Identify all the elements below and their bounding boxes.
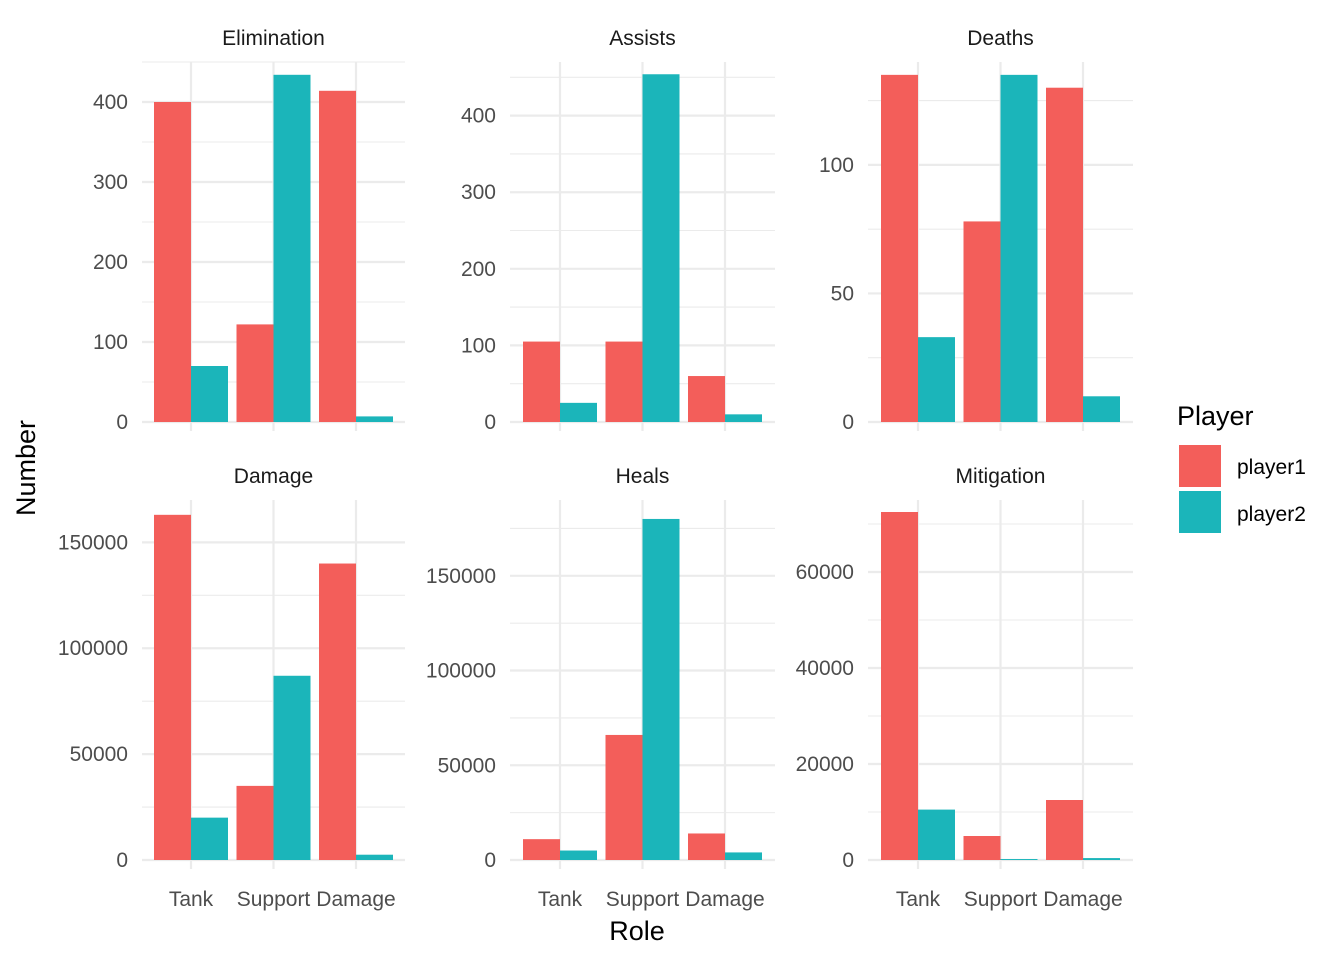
x-tick-label: Damage [316, 888, 395, 911]
panel-title-assists: Assists [609, 27, 676, 50]
y-tick-label: 50000 [438, 754, 496, 777]
y-tick-label: 100 [461, 334, 496, 357]
y-tick-label: 50 [831, 282, 854, 305]
panel-assists: Assists 0 100 200 300 400 [461, 27, 775, 434]
y-tick-label: 0 [842, 411, 854, 434]
panel-title-damage: Damage [234, 465, 313, 488]
bar-damage-player2-damage [356, 854, 393, 860]
bar-heals-player2-tank [560, 850, 597, 860]
y-tick-label: 40000 [796, 657, 854, 680]
y-tick-label: 0 [116, 411, 128, 434]
y-tick-label: 0 [842, 849, 854, 872]
panel-heals: Heals 0 50000 100000 150000 Tank Support Damage [426, 465, 775, 911]
y-tick-label: 400 [93, 91, 128, 114]
bar-mitigation-player1-tank [881, 512, 918, 860]
panel-deaths: Deaths 0 50 100 [819, 27, 1133, 434]
x-tick-label: Support [237, 888, 311, 911]
y-tick-label: 100 [93, 331, 128, 354]
x-tick-label: Support [964, 888, 1038, 911]
legend-label-player1: player1 [1237, 456, 1306, 479]
x-axis-title: Role [609, 916, 665, 946]
bar-deaths-player2-tank [918, 337, 955, 422]
bar-deaths-player2-support [1000, 74, 1038, 422]
legend-title: Player [1177, 401, 1254, 431]
y-tick-label: 200 [461, 258, 496, 281]
y-tick-label: 300 [93, 171, 128, 194]
y-tick-label: 400 [461, 105, 496, 128]
bar-heals-player1-damage [688, 833, 725, 860]
panel-elimination: Elimination 0 100 200 300 400 [93, 27, 405, 434]
bar-heals-player1-tank [523, 839, 560, 860]
bar-elimination-player1-damage [319, 90, 356, 423]
bar-assists-player2-support [642, 74, 680, 423]
panel-title-heals: Heals [616, 465, 670, 488]
panel-title-deaths: Deaths [967, 27, 1034, 50]
panels-layer: Elimination 0 100 200 300 400 Assists 0 100 200 30… [58, 27, 1133, 911]
bar-deaths-player2-damage [1083, 396, 1120, 422]
y-axis-title: Number [11, 420, 41, 516]
legend: Player player1 player2 [1177, 401, 1306, 533]
y-tick-label: 150000 [58, 531, 128, 554]
bar-assists-player1-tank [523, 341, 560, 422]
bar-deaths-player1-damage [1046, 87, 1083, 422]
y-tick-label: 100 [819, 154, 854, 177]
y-tick-label: 200 [93, 251, 128, 274]
x-tick-label: Support [606, 888, 680, 911]
bar-damage-player1-damage [319, 563, 356, 860]
panel-title-elimination: Elimination [222, 27, 325, 50]
bar-deaths-player1-tank [881, 74, 918, 422]
panel-mitigation: Mitigation 0 20000 40000 60000 Tank Support Dam… [796, 465, 1133, 911]
bar-mitigation-player1-support [963, 836, 1001, 860]
bar-heals-player1-support [605, 734, 643, 860]
y-tick-label: 0 [484, 849, 496, 872]
legend-label-player2: player2 [1237, 503, 1306, 526]
x-tick-label: Tank [169, 888, 214, 911]
y-tick-label: 300 [461, 181, 496, 204]
bar-heals-player2-support [642, 518, 680, 860]
bar-damage-player2-support [273, 675, 311, 860]
x-tick-label: Tank [538, 888, 583, 911]
bar-mitigation-player2-tank [918, 809, 955, 860]
y-tick-label: 100000 [426, 660, 496, 683]
legend-swatch-player1 [1179, 445, 1221, 487]
bar-mitigation-player2-support [1000, 859, 1038, 860]
bar-deaths-player1-support [963, 221, 1001, 422]
bar-assists-player2-damage [725, 414, 762, 422]
bar-assists-player1-damage [688, 376, 725, 422]
y-tick-label: 0 [116, 849, 128, 872]
bar-damage-player2-tank [191, 817, 228, 860]
bar-elimination-player1-support [236, 324, 274, 422]
bar-damage-player1-support [236, 785, 274, 860]
bar-assists-player1-support [605, 341, 643, 422]
bar-assists-player2-tank [560, 402, 597, 422]
bar-elimination-player1-tank [154, 102, 191, 422]
bar-elimination-player2-support [273, 74, 311, 423]
bar-elimination-player2-damage [356, 416, 393, 422]
bar-heals-player2-damage [725, 852, 762, 860]
bar-mitigation-player2-damage [1083, 858, 1120, 860]
legend-swatch-player2 [1179, 491, 1221, 533]
y-tick-label: 0 [484, 411, 496, 434]
x-tick-label: Damage [1043, 888, 1122, 911]
x-tick-label: Damage [685, 888, 764, 911]
bar-damage-player1-tank [154, 514, 191, 860]
y-tick-label: 150000 [426, 565, 496, 588]
y-tick-label: 60000 [796, 561, 854, 584]
bar-elimination-player2-tank [191, 366, 228, 422]
y-tick-label: 50000 [70, 743, 128, 766]
y-tick-label: 20000 [796, 753, 854, 776]
bar-mitigation-player1-damage [1046, 800, 1083, 860]
y-tick-label: 100000 [58, 637, 128, 660]
panel-title-mitigation: Mitigation [956, 465, 1046, 488]
x-tick-label: Tank [896, 888, 941, 911]
